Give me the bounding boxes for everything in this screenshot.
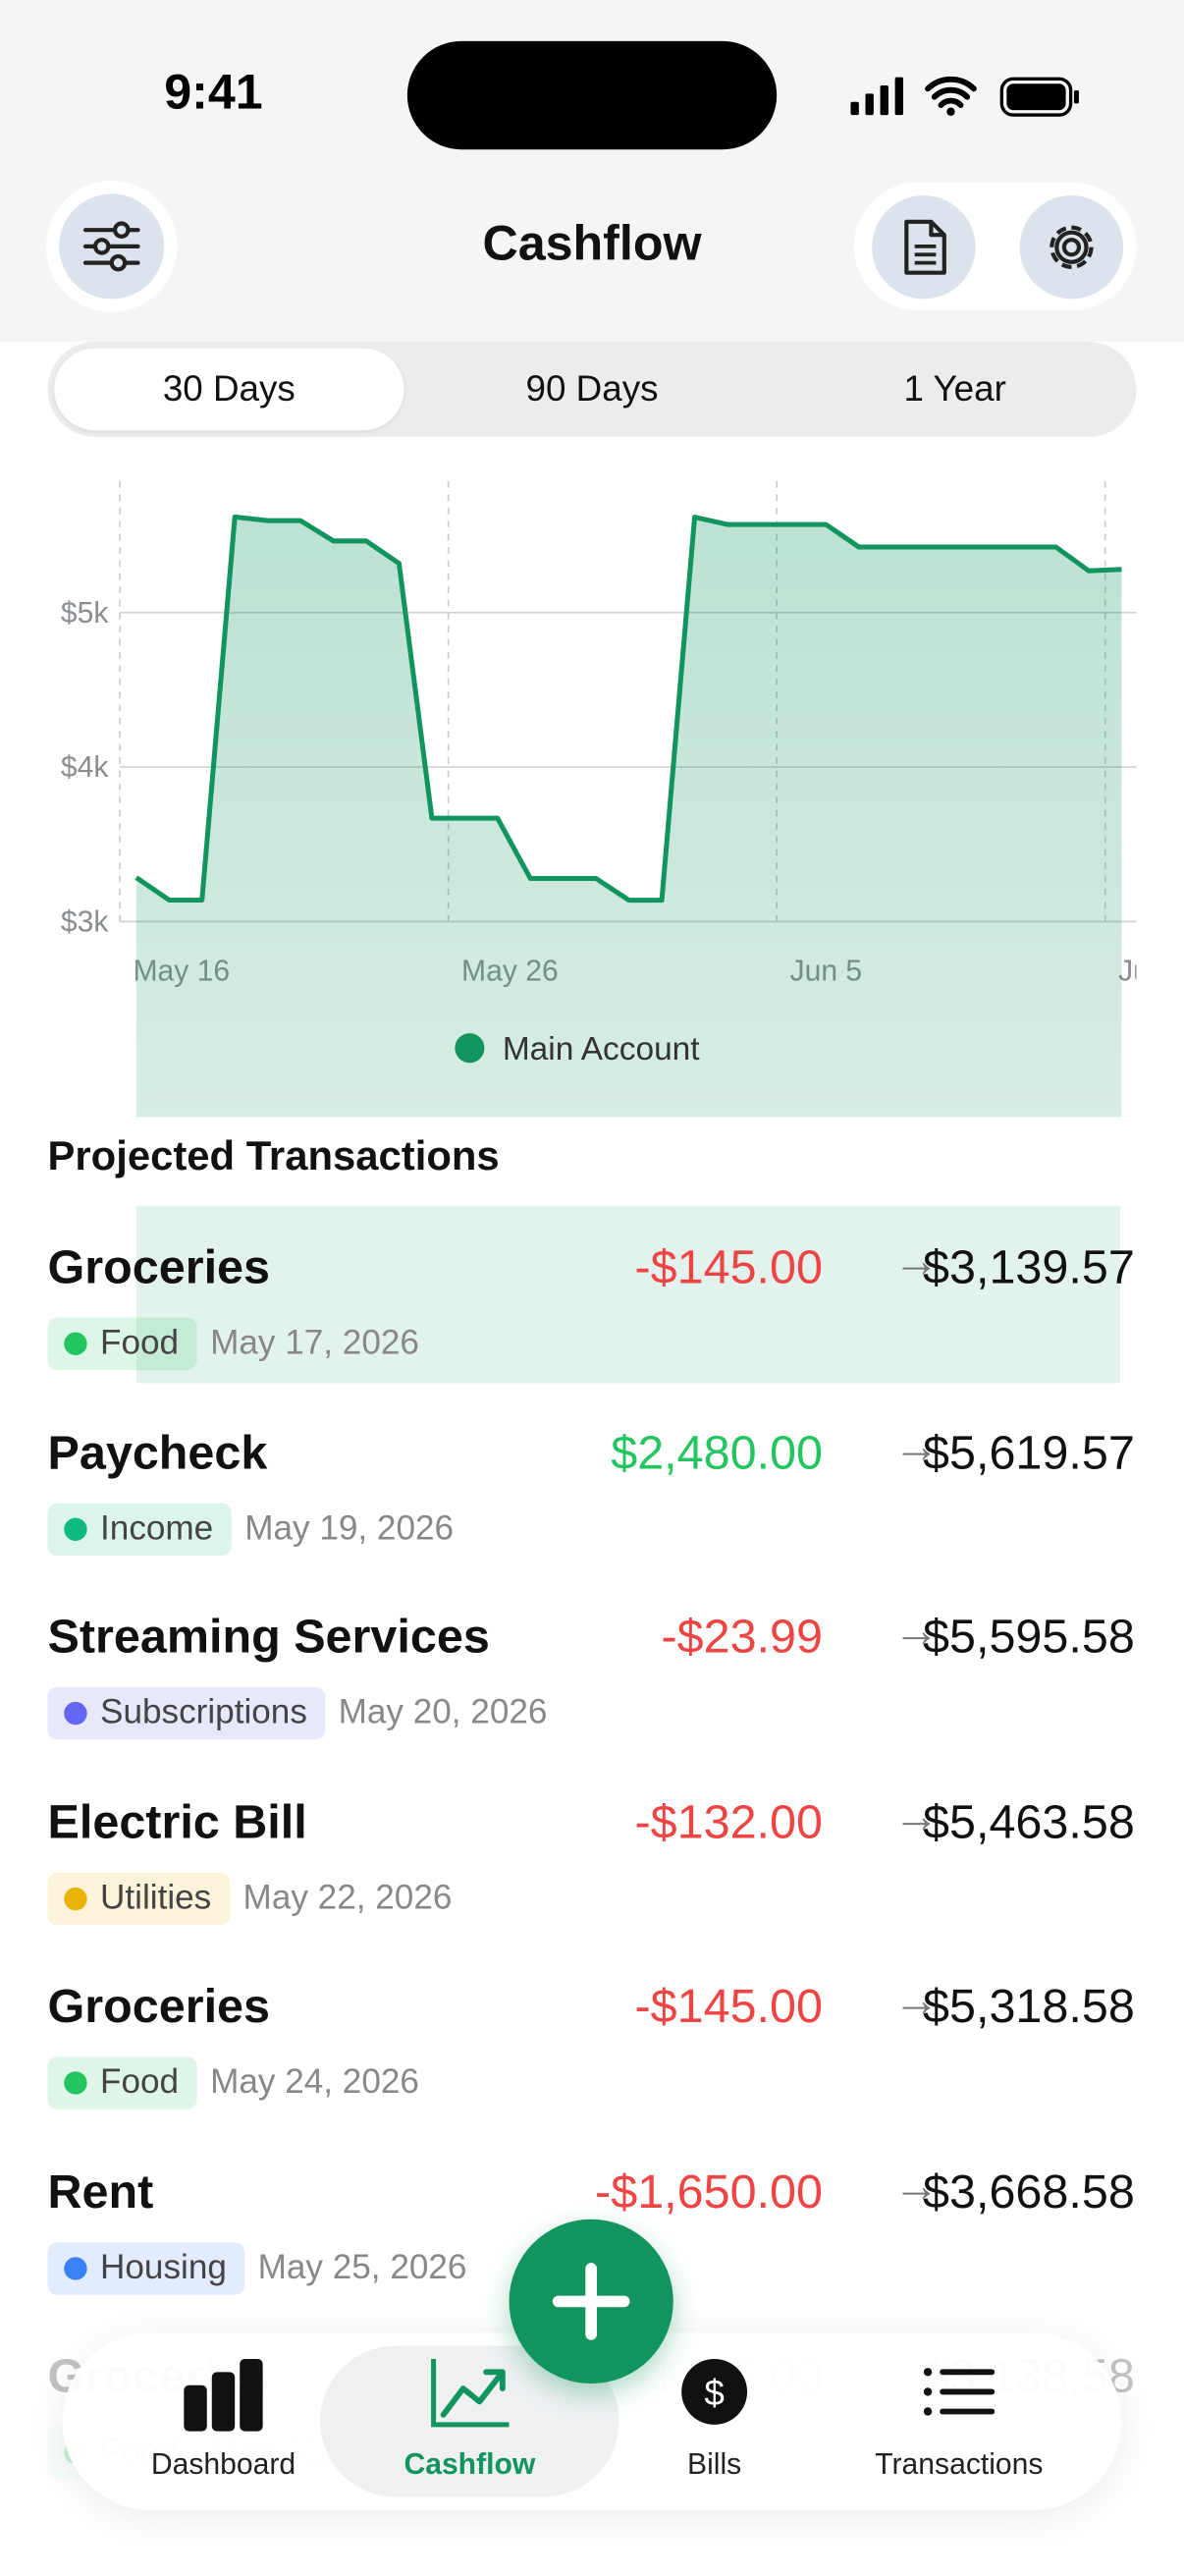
icon: $	[681, 2358, 748, 2425]
transaction-name: Electric Bill	[47, 1796, 307, 1849]
category-dot	[64, 1887, 87, 1910]
category-chip: Subscriptions	[47, 1686, 326, 1740]
transaction-name: Rent	[47, 2165, 154, 2219]
transaction-date: May 17, 2026	[210, 1324, 419, 1362]
filter-button[interactable]	[59, 193, 165, 300]
transaction-row[interactable]: Streaming Services Subscriptions May 20, 2…	[0, 1605, 1184, 1788]
arrow: →	[892, 1420, 940, 1471]
category-dot	[64, 1332, 87, 1355]
category-label: Subscriptions	[100, 1693, 307, 1732]
running-balance: $5,463.58	[923, 1796, 1135, 1849]
svg-text:$: $	[704, 2373, 724, 2413]
series-line	[135, 514, 1122, 904]
transaction-date: May 22, 2026	[242, 1878, 453, 1917]
transaction-name: Paycheck	[47, 1426, 268, 1480]
tab-label[interactable]: Dashboard	[150, 2447, 296, 2481]
category-dot	[64, 1701, 87, 1726]
page-title: Cashflow	[482, 216, 702, 271]
category-chip: Housing	[47, 2241, 245, 2294]
range-tab[interactable]: 1 Year	[903, 367, 1006, 410]
running-balance: $3,139.57	[923, 1241, 1135, 1295]
transaction-amount: -$1,650.00	[595, 2165, 824, 2219]
category-label: Food	[100, 1324, 180, 1362]
dynamic-island	[406, 40, 778, 150]
range-tabs: 30 Days 90 Days 1 Year	[47, 341, 1137, 437]
category-label: Housing	[100, 2248, 227, 2286]
icon	[184, 2358, 263, 2432]
tab-label[interactable]: Bills	[686, 2447, 742, 2481]
transaction-row[interactable]: Electric Bill Utilities May 22, 2026 -$132.…	[0, 1789, 1184, 1973]
transaction-date: May 19, 2026	[244, 1508, 455, 1547]
legend-label: Main Account	[503, 1031, 700, 1068]
arrow: →	[892, 1234, 940, 1287]
arrow: →	[892, 1789, 940, 1841]
chart: $3k$4k$5kMay 16May 26Jun 5Jun 15Main Acc…	[61, 481, 1136, 1118]
report-button[interactable]	[872, 195, 976, 300]
transaction-date: May 20, 2026	[338, 1693, 548, 1732]
icon	[923, 2368, 996, 2416]
transaction-amount: -$23.99	[661, 1611, 824, 1665]
tab-label[interactable]: Transactions	[875, 2447, 1044, 2481]
category-chip: Food	[47, 1317, 197, 1371]
category-dot	[64, 1516, 87, 1541]
category-dot	[64, 2256, 87, 2279]
transaction-row[interactable]: Rent Housing May 25, 2026 -$1,650.00 → $3,668…	[0, 2160, 1184, 2343]
transaction-row[interactable]: Groceries Food May 24, 2026 -$145.00 → $5,318…	[0, 1975, 1184, 2159]
transaction-amount: -$145.00	[634, 1241, 824, 1295]
tab-icon	[174, 2356, 272, 2439]
section-title: Projected Transactions	[47, 1133, 500, 1179]
transaction-row[interactable]: Paycheck Income May 19, 2026 $2,480.00 → $5,6…	[0, 1420, 1184, 1604]
category-label: Food	[100, 2062, 180, 2102]
y-tick-label: $4k	[61, 751, 109, 784]
transaction-amount: -$145.00	[634, 1981, 824, 2034]
add-button[interactable]	[509, 2219, 673, 2384]
category-label: Utilities	[100, 1878, 212, 1917]
tab-icon	[420, 2356, 518, 2439]
transaction-date: May 25, 2026	[257, 2248, 467, 2286]
status-icons	[850, 76, 1079, 117]
transaction-amount: $2,480.00	[611, 1426, 824, 1480]
transaction-name: Groceries	[47, 1981, 271, 2034]
category-chip: Utilities	[47, 1872, 230, 1925]
highlight	[135, 1205, 1120, 1384]
category-chip: Food	[47, 2056, 197, 2110]
x-tick-label: Jun 15	[1118, 956, 1136, 988]
settings-button[interactable]	[1019, 195, 1124, 300]
tab-icon	[910, 2356, 1008, 2439]
arrow: →	[892, 1974, 940, 2026]
tab-label[interactable]: Cashflow	[404, 2447, 536, 2481]
icon	[431, 2358, 510, 2428]
running-balance: $5,318.58	[923, 1981, 1135, 2034]
area-fill	[135, 517, 1122, 1118]
transaction-date: May 24, 2026	[210, 2062, 419, 2102]
category-dot	[64, 2071, 87, 2095]
transaction-row[interactable]: Groceries Food May 17, 2026 -$145.00 → $3,139…	[0, 1235, 1184, 1419]
running-balance: $3,668.58	[923, 2165, 1135, 2219]
status-time: 9:41	[164, 65, 263, 121]
category-chip: Income	[47, 1502, 232, 1556]
category-label: Income	[100, 1508, 214, 1547]
arrow: →	[892, 1605, 940, 1657]
transaction-amount: -$132.00	[634, 1796, 824, 1849]
transaction-name: Groceries	[47, 1241, 271, 1295]
y-tick-label: $3k	[61, 905, 109, 938]
running-balance: $5,619.57	[923, 1426, 1135, 1480]
tab-icon: $	[665, 2356, 763, 2439]
legend-swatch	[455, 1033, 485, 1064]
range-tab[interactable]: 90 Days	[525, 367, 659, 410]
range-tab[interactable]: 30 Days	[54, 348, 404, 431]
transaction-name: Streaming Services	[47, 1611, 490, 1665]
y-tick-label: $5k	[61, 597, 109, 630]
running-balance: $5,595.58	[923, 1611, 1135, 1665]
arrow: →	[892, 2159, 940, 2211]
